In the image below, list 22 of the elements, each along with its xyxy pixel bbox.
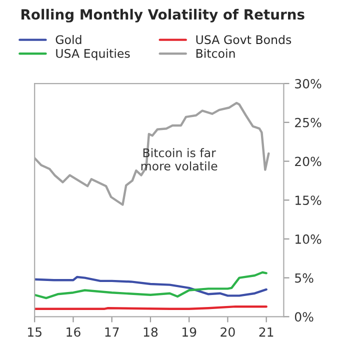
chart-title: Rolling Monthly Volatility of Returns	[22, 8, 304, 22]
y-tick-label: 0%	[294, 312, 314, 322]
y-tick-label: 20%	[295, 156, 322, 166]
x-tick-label: 21	[259, 327, 274, 337]
y-tick-label: 15%	[296, 196, 322, 206]
legend-label: USA Govt Bonds	[196, 34, 292, 44]
y-tick-label: 30%	[295, 78, 322, 88]
line-series	[34, 276, 268, 297]
x-tick-label: 17	[105, 327, 119, 337]
x-tick-label: 20	[220, 327, 235, 337]
legend-label: USA Equities	[56, 48, 130, 60]
line-series	[34, 271, 268, 300]
x-tick-label: 15	[28, 327, 42, 337]
x-tick-label: 16	[66, 327, 80, 337]
legend-label: Bitcoin	[196, 48, 235, 58]
x-tick-label: 18	[144, 327, 158, 337]
annotation: Bitcoin is far more volatile	[141, 148, 218, 170]
x-tick-label: 19	[182, 327, 196, 337]
y-tick-label: 5%	[295, 273, 314, 283]
y-tick-label: 10%	[296, 234, 322, 244]
y-tick-label: 25%	[295, 118, 322, 128]
legend-label: Gold	[56, 34, 82, 44]
